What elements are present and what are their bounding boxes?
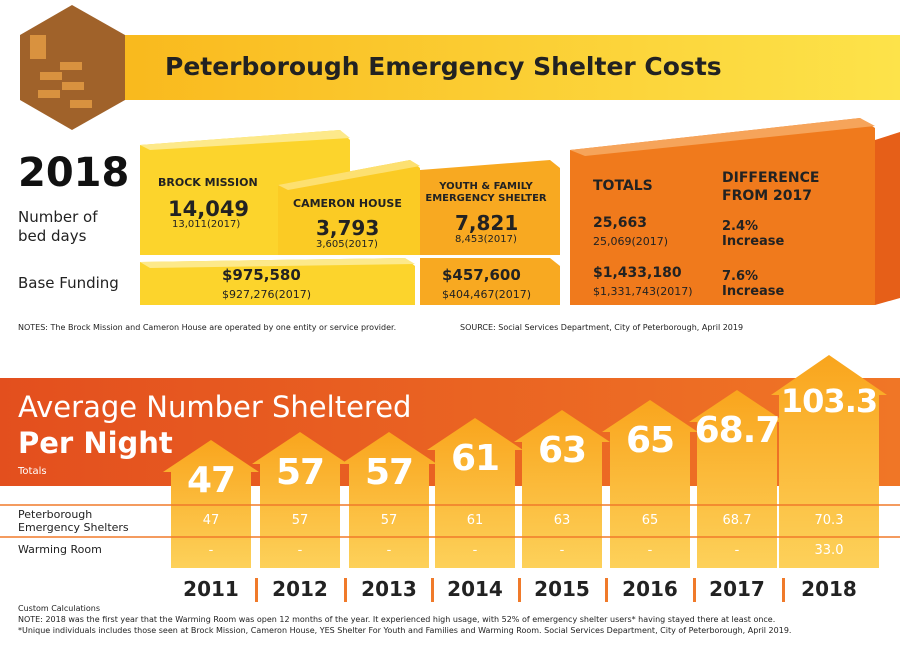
value: Increase xyxy=(722,284,785,299)
value-prev: $1,331,743(2017) xyxy=(593,285,693,298)
year-label: 2015 xyxy=(534,577,590,601)
value: 7,821 xyxy=(455,211,519,235)
year-label: 2018 xyxy=(801,577,857,601)
value-prev: 3,605(2017) xyxy=(316,239,378,250)
value: 3,793 xyxy=(316,216,380,240)
value-prev: 25,069(2017) xyxy=(593,235,669,248)
shelter-value: 47 xyxy=(202,513,220,528)
icon-bunks xyxy=(30,35,92,108)
column-name: TOTALS xyxy=(593,178,653,194)
value: 14,049 xyxy=(168,197,250,221)
year-label: 2014 xyxy=(447,577,503,601)
year-total: 65 xyxy=(625,420,675,461)
year-total: 103.3 xyxy=(780,382,878,420)
section-subtitle: Per Night xyxy=(18,426,173,460)
row-label: Totals xyxy=(18,466,47,477)
column-name: YOUTH & FAMILY EMERGENCY SHELTER xyxy=(425,181,547,204)
value: 7.6% xyxy=(722,269,759,284)
warming-value: - xyxy=(297,543,303,558)
warming-value: - xyxy=(647,543,653,558)
warming-value: 33.0 xyxy=(814,543,844,558)
row-label: Number of bed days xyxy=(18,208,98,245)
value-prev: $404,467(2017) xyxy=(442,288,532,301)
house xyxy=(163,440,259,568)
warming-value: - xyxy=(734,543,740,558)
year-label: 2012 xyxy=(272,577,328,601)
column-name: BROCK MISSION xyxy=(158,176,258,189)
column-name: DIFFERENCE FROM 2017 xyxy=(722,170,820,205)
funding-box xyxy=(140,258,415,305)
year-separator xyxy=(343,578,347,602)
source: SOURCE: Social Services Department, City… xyxy=(460,323,744,332)
house xyxy=(689,390,785,568)
house xyxy=(427,418,523,568)
shelter-value: 63 xyxy=(553,513,571,528)
note: NOTES: The Brock Mission and Cameron Hou… xyxy=(18,323,397,332)
shelter-value: 70.3 xyxy=(814,513,844,528)
year-label: 2011 xyxy=(183,577,239,601)
year-label: 2016 xyxy=(622,577,678,601)
footer-line: *Unique individuals includes those seen … xyxy=(18,626,792,635)
warming-value: - xyxy=(472,543,478,558)
value: 25,663 xyxy=(593,215,648,231)
shelter-value: 68.7 xyxy=(722,513,752,528)
row-label: Peterborough Emergency Shelters xyxy=(18,508,129,534)
cameron-box xyxy=(278,160,420,255)
value-prev: 8,453(2017) xyxy=(455,234,517,245)
shelter-value: 61 xyxy=(466,513,484,528)
totals-box xyxy=(570,118,900,305)
year-total: 61 xyxy=(450,438,500,479)
value-prev: 13,011(2017) xyxy=(172,219,241,230)
value-prev: $927,276(2017) xyxy=(222,288,312,301)
year-total: 57 xyxy=(275,452,325,493)
footer-line: Custom Calculations xyxy=(18,604,100,613)
year-separator xyxy=(254,578,258,602)
value: Increase xyxy=(722,234,785,249)
house xyxy=(771,355,887,568)
year-label: 2017 xyxy=(709,577,765,601)
year-separator xyxy=(692,578,696,602)
year: 2018 xyxy=(18,150,130,196)
row-label: Warming Room xyxy=(18,543,102,556)
title-banner xyxy=(100,35,900,100)
warming-value: - xyxy=(559,543,565,558)
warming-value: - xyxy=(208,543,214,558)
value: 2.4% xyxy=(722,219,759,234)
value: $975,580 xyxy=(222,266,301,284)
row-label: Base Funding xyxy=(18,274,119,292)
year-total: 47 xyxy=(186,460,236,501)
house xyxy=(341,432,437,568)
year-total: 68.7 xyxy=(694,410,781,451)
year-label: 2013 xyxy=(361,577,417,601)
shelter-value: 57 xyxy=(380,513,398,528)
shelter-value: 57 xyxy=(291,513,309,528)
year-separator xyxy=(605,578,608,602)
house xyxy=(514,410,610,568)
year-total: 57 xyxy=(364,452,414,493)
value: $457,600 xyxy=(442,266,521,284)
shelter-value: 65 xyxy=(641,513,659,528)
year-separator xyxy=(431,578,434,602)
year-separator xyxy=(517,578,521,602)
column-name: CAMERON HOUSE xyxy=(293,197,402,210)
title: Peterborough Emergency Shelter Costs xyxy=(165,52,722,81)
year-separator xyxy=(782,578,785,602)
footer-line: NOTE: 2018 was the first year that the W… xyxy=(18,615,776,624)
warming-value: - xyxy=(386,543,392,558)
youth-box xyxy=(420,160,560,305)
house xyxy=(252,432,348,568)
section-title: Average Number Sheltered xyxy=(18,390,412,424)
value: $1,433,180 xyxy=(593,265,682,281)
year-total: 63 xyxy=(537,430,587,471)
house xyxy=(602,400,698,568)
